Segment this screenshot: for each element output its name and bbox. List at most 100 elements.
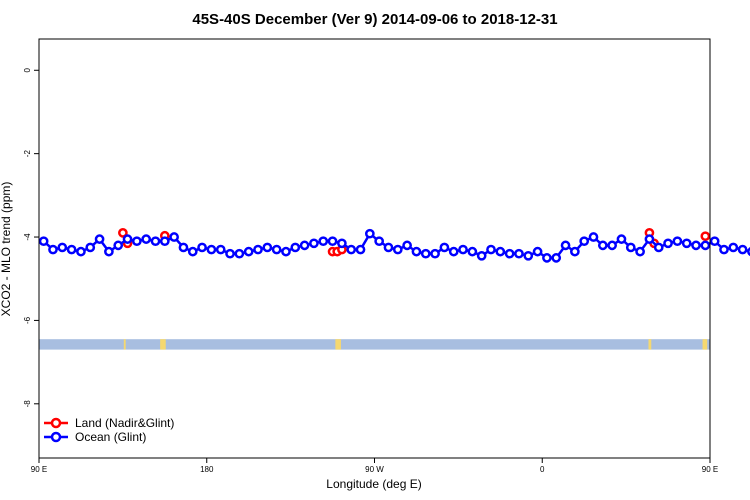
ocean-point (495, 246, 506, 257)
ocean-point (644, 234, 655, 244)
ocean-point (85, 242, 96, 253)
ocean-point (76, 246, 86, 257)
ocean-point (141, 234, 152, 244)
ocean-point (225, 248, 235, 259)
ocean-point (514, 248, 524, 259)
ocean-point (504, 248, 515, 259)
ocean-point (625, 242, 636, 253)
ocean-point (448, 246, 459, 257)
ocean-point (542, 253, 552, 263)
x-tick-label: 90 W (365, 465, 384, 474)
land-point (700, 231, 711, 242)
ocean-point (691, 240, 701, 251)
x-axis: 90 E 180 90 W 0 90 E (31, 458, 718, 474)
legend: Land (Nadir&Glint)Ocean (Glint) (44, 416, 174, 444)
ocean-point (402, 240, 412, 251)
ocean-point (38, 236, 49, 247)
ocean-point (588, 232, 599, 242)
ocean-point (48, 244, 58, 255)
legend-marker (50, 431, 62, 443)
ocean-point (420, 248, 431, 259)
ocean-point (439, 242, 450, 253)
ocean-point (672, 236, 683, 247)
ocean-point (169, 232, 179, 242)
land-patch (123, 339, 126, 350)
x-tick-label: 90 E (31, 465, 47, 474)
ocean-point (663, 238, 673, 249)
ocean-point (616, 234, 627, 244)
x-axis-label: Longitude (deg E) (326, 477, 421, 491)
ocean-point (728, 242, 739, 253)
ocean-point (299, 240, 310, 251)
ocean-point (719, 244, 729, 255)
ocean-point (635, 246, 645, 257)
land-ocean-mask (39, 339, 710, 350)
ocean-point (57, 242, 68, 253)
ocean-point (607, 240, 617, 251)
ocean-point (458, 244, 468, 255)
ocean-point (392, 244, 403, 255)
ocean-point (364, 228, 375, 239)
ocean-point (355, 244, 366, 255)
ocean-point (253, 244, 263, 255)
ocean-point (327, 236, 338, 247)
legend-label: Land (Nadir&Glint) (75, 416, 174, 430)
legend-label: Ocean (Glint) (75, 430, 146, 444)
ocean-point (570, 246, 580, 257)
ocean-point (197, 242, 207, 253)
ocean-point (467, 246, 478, 257)
series-layer (38, 228, 750, 263)
y-axis-label: XCO2 - MLO trend (ppm) (0, 182, 13, 317)
ocean-point (290, 242, 301, 253)
y-axis: 0 -2 -4 -6 -8 (23, 67, 39, 407)
ocean-point (150, 236, 161, 247)
ocean-point (523, 250, 534, 261)
ocean-point (653, 242, 664, 253)
y-tick-label: -4 (23, 233, 32, 241)
ocean-point (281, 246, 291, 257)
ocean-point (318, 236, 329, 247)
land-point (118, 228, 128, 238)
y-tick-label: -2 (23, 150, 32, 158)
land-patch (648, 339, 652, 350)
ocean-point (243, 246, 254, 257)
x-tick-label: 0 (540, 465, 545, 474)
ocean-point (681, 238, 692, 249)
y-tick-label: 0 (23, 67, 32, 72)
legend-marker (50, 417, 62, 429)
ocean-point (187, 246, 198, 257)
x-tick-label: 90 E (702, 465, 718, 474)
ocean-point (560, 240, 571, 251)
ocean-point (597, 240, 608, 251)
ocean-point (430, 248, 440, 259)
ocean-point (346, 244, 357, 255)
ocean-point (271, 244, 282, 255)
y-tick-label: -8 (23, 400, 32, 408)
land-patch (160, 339, 166, 350)
chart-title: 45S-40S December (Ver 9) 2014-09-06 to 2… (192, 11, 557, 28)
ocean-point (737, 244, 748, 255)
ocean-point (700, 240, 711, 251)
ocean-point (122, 234, 133, 244)
ocean-point (159, 236, 170, 247)
ocean-point (476, 250, 487, 261)
ocean-point (579, 236, 590, 247)
land-patch (335, 339, 341, 350)
ocean-point (104, 246, 114, 257)
ocean-point (374, 236, 385, 247)
ocean-point (113, 240, 124, 251)
ocean-point (411, 246, 422, 257)
ocean-point (94, 234, 105, 244)
ocean-point (234, 248, 245, 259)
ocean-point (66, 244, 77, 255)
ocean-point (383, 242, 394, 253)
ocean-point (551, 253, 562, 263)
x-tick-label: 180 (200, 465, 214, 474)
ocean-point (132, 236, 142, 247)
ocean-point (178, 242, 189, 253)
ocean-point (206, 244, 217, 255)
ocean-point (709, 236, 720, 247)
ocean-point (337, 238, 347, 249)
ocean-point (532, 246, 543, 257)
